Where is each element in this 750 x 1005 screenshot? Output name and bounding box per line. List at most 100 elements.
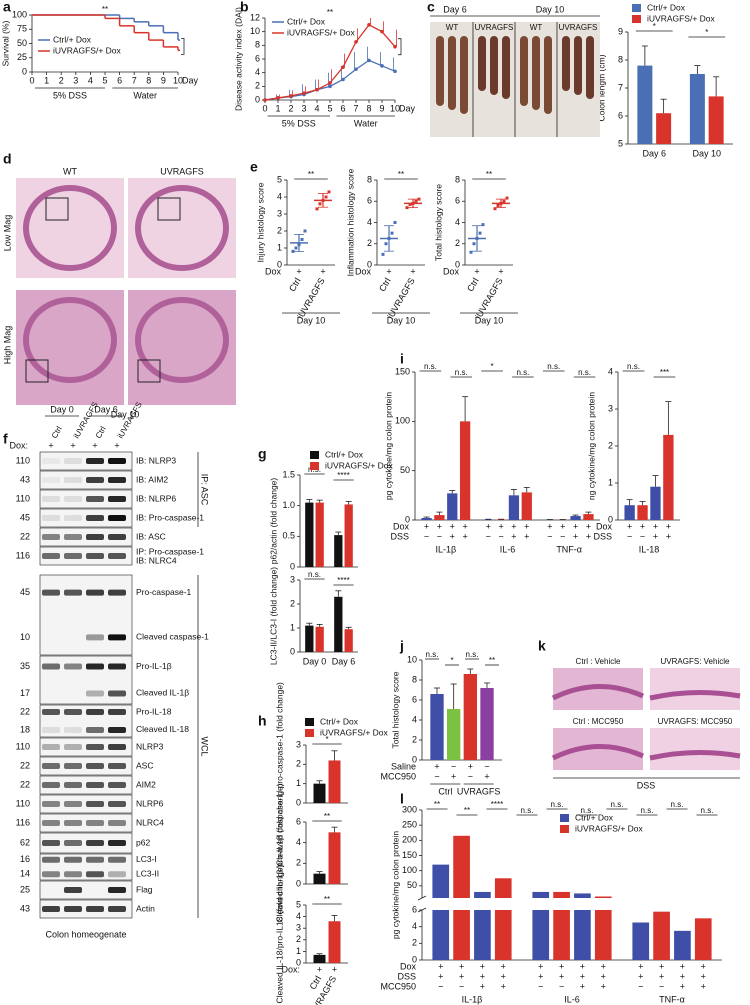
label: IB: NLRP3 [136,455,176,465]
point [327,190,331,194]
band [64,663,82,670]
label: + [547,521,552,531]
point [324,195,328,199]
bar [315,502,324,567]
label: UVRAGFS: MCC950 [658,717,733,726]
label: TNF-α [659,994,685,1004]
marker [341,77,345,82]
band [86,820,104,826]
y-tick-label: 8 [367,174,372,184]
label: Ctrl [50,425,64,440]
bar [421,518,432,520]
label: + [511,521,516,531]
label: n.s. [516,368,529,377]
y-tick-label: 0 [405,514,410,524]
label: + [701,961,706,971]
label: + [601,981,606,991]
label: Dox [265,266,282,276]
point [294,246,298,250]
band [86,709,104,716]
label: UVRAGFS [475,23,514,32]
band [108,690,126,697]
histology [128,178,236,278]
bar [521,492,532,520]
point [478,231,482,235]
label: + [559,971,564,981]
band [64,782,82,788]
bar [328,921,341,963]
y-tick-label: 300 [402,804,417,814]
label: MCC950 [380,981,416,991]
point [411,201,415,205]
band [42,534,60,540]
histology [650,668,740,710]
inset [137,359,161,383]
y-tick-label: 2 [296,759,301,769]
label: − [498,531,503,541]
label: + [701,981,706,991]
label: + [559,961,564,971]
marker [302,91,306,95]
band [108,820,126,826]
label: + [450,531,455,541]
bar-lower [694,918,712,960]
sig-bracket [398,38,402,56]
point [505,196,509,200]
point [414,199,418,203]
bar-upper [594,896,612,898]
label: − [438,981,443,991]
y-tick-label: 6 [255,53,260,63]
bar [315,626,324,652]
legend-swatch [310,462,319,470]
label: Actin [136,903,155,913]
bar [637,505,648,520]
band [64,726,82,733]
label: IB: NLRP6 [136,493,176,503]
band [64,763,82,769]
label: 22 [20,531,30,541]
blot [39,655,133,705]
label: Dox: [281,964,300,974]
label: + [451,771,456,781]
band [42,477,60,483]
point [417,197,421,201]
label: Day 0 [50,404,74,414]
y-tick-label: 1 [608,477,613,487]
label: + [580,971,585,981]
y-tick-label: 10 [250,26,260,36]
band [64,887,82,893]
point [381,252,385,256]
y-tick-label: 8 [255,40,260,50]
y-tick-label: 8 [455,174,460,184]
marker [354,67,358,72]
y-tick-label: 3 [296,739,301,749]
label: **** [337,471,349,480]
y-tick-label: 0 [608,514,613,524]
band [64,744,82,750]
band [64,553,82,559]
label: + [524,521,529,531]
marker [289,94,293,98]
label: Pro-IL-18 [136,706,172,716]
point [390,231,394,235]
label: 1 [44,75,49,85]
label: *** [660,368,669,377]
y-tick-label: 3 [608,403,613,413]
tissue [551,684,645,701]
label: n.s. [547,362,560,371]
label: 6 [340,103,345,113]
row-label: High Mag [2,326,12,365]
label: 1 [275,103,280,113]
label: + [480,981,485,991]
y-axis-label: Injury histology score [255,182,265,262]
label: + [680,971,685,981]
y-axis-label: Disease activity index (DAI) [233,7,243,111]
bar [508,495,520,520]
y-tick-label: 4 [296,837,301,847]
band [42,856,60,863]
label: NLRP3 [136,741,164,751]
label: a [3,0,11,15]
bar-upper [474,891,491,898]
label: MCC950 [380,771,416,781]
label: n.s. [578,368,591,377]
